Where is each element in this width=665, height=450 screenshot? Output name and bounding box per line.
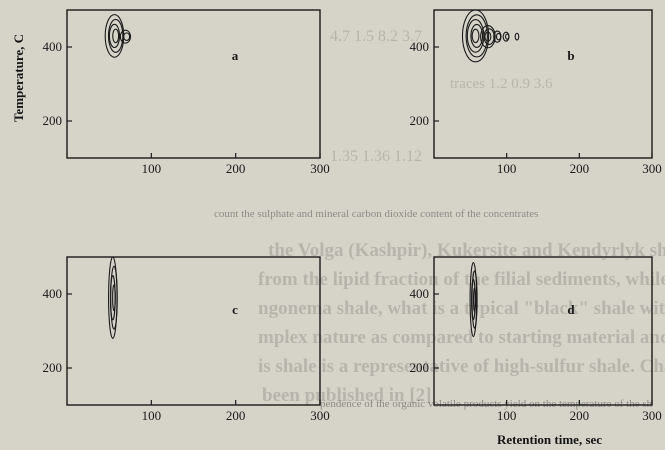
x-tick-label: 300 bbox=[310, 161, 330, 176]
contour-ring bbox=[119, 29, 132, 44]
contour-ring bbox=[472, 287, 477, 312]
x-tick-label: 300 bbox=[642, 161, 662, 176]
contour-ring bbox=[471, 28, 480, 44]
bleed-paragraph-line-1: the Volga (Kashpir), Kukersite and Kendy… bbox=[268, 240, 665, 261]
y-tick-label: 200 bbox=[410, 360, 430, 375]
y-tick-label: 400 bbox=[43, 39, 63, 54]
bleed-paragraph-line-4: mplex nature as compared to starting mat… bbox=[258, 327, 665, 348]
y-tick-label: 400 bbox=[410, 286, 430, 301]
contour-ring bbox=[112, 28, 120, 44]
contour-ring bbox=[480, 24, 496, 49]
x-tick-label: 200 bbox=[570, 161, 590, 176]
y-tick-label: 400 bbox=[43, 286, 63, 301]
y-axis-title: Temperature, C bbox=[11, 33, 26, 123]
contour-ring bbox=[461, 9, 490, 63]
panel-letter: d bbox=[567, 302, 575, 317]
x-tick-label: 100 bbox=[142, 161, 162, 176]
y-tick-label: 200 bbox=[410, 113, 430, 128]
x-tick-label: 100 bbox=[142, 408, 162, 423]
contour-ring bbox=[514, 32, 520, 41]
contour-ring bbox=[465, 14, 488, 58]
contour-ring bbox=[505, 33, 510, 40]
contour-ring bbox=[470, 23, 484, 48]
x-tick-label: 100 bbox=[497, 408, 517, 423]
bleed-paragraph-line-3: ngonema shale, what is a typical "black"… bbox=[258, 298, 665, 319]
plot-frame bbox=[433, 9, 653, 159]
bleed-footer-line: pendence of the organic volatile product… bbox=[320, 398, 653, 410]
contour-ring bbox=[123, 32, 131, 41]
x-tick-label: 300 bbox=[310, 408, 330, 423]
panel-letter: a bbox=[232, 48, 239, 63]
contour-ring bbox=[107, 18, 124, 53]
bleed-table-row-3: 1.35 1.36 1.12 bbox=[330, 148, 422, 165]
x-tick-label: 300 bbox=[642, 408, 662, 423]
plot-frame bbox=[433, 256, 653, 406]
y-tick-label: 200 bbox=[43, 360, 63, 375]
contour-ring bbox=[112, 284, 116, 312]
panel-letter: c bbox=[232, 302, 238, 317]
bleed-table-row-2: traces 1.2 0.9 3.6 bbox=[450, 76, 553, 92]
bleed-paragraph-line-5: is shale is a representative of high-sul… bbox=[258, 356, 665, 377]
contour-ring bbox=[110, 265, 118, 330]
bleed-paragraph-line-6: been published in [2] bbox=[262, 385, 432, 406]
y-tick-label: 400 bbox=[410, 39, 430, 54]
bleed-table-row-1: 4.7 1.5 8.2 3.7 bbox=[330, 28, 422, 45]
plot-frame bbox=[66, 9, 321, 159]
panel-letter: b bbox=[567, 48, 574, 63]
contour-ring bbox=[108, 23, 121, 49]
contour-ring bbox=[495, 32, 502, 41]
chart-panel-c: 100 200 300 200 400 c bbox=[43, 256, 330, 423]
chart-panel-d: 100 200 300 200 400 d bbox=[410, 256, 662, 423]
bleed-paragraph-line-2: from the lipid fraction of the filial se… bbox=[258, 269, 665, 290]
contour-ring bbox=[484, 31, 492, 42]
x-tick-label: 200 bbox=[570, 408, 590, 423]
x-tick-label: 200 bbox=[226, 408, 246, 423]
plot-frame bbox=[66, 256, 321, 406]
x-axis-title: Retention time, sec bbox=[497, 432, 603, 447]
bleed-caption-line: count the sulphate and mineral carbon di… bbox=[214, 208, 539, 220]
y-tick-label: 200 bbox=[43, 113, 63, 128]
chart-panel-b: 100 200 300 200 400 b bbox=[410, 9, 662, 176]
x-tick-label: 200 bbox=[226, 161, 246, 176]
x-tick-label: 100 bbox=[497, 161, 517, 176]
chart-panel-a: 100 200 300 200 400 a bbox=[43, 9, 330, 176]
